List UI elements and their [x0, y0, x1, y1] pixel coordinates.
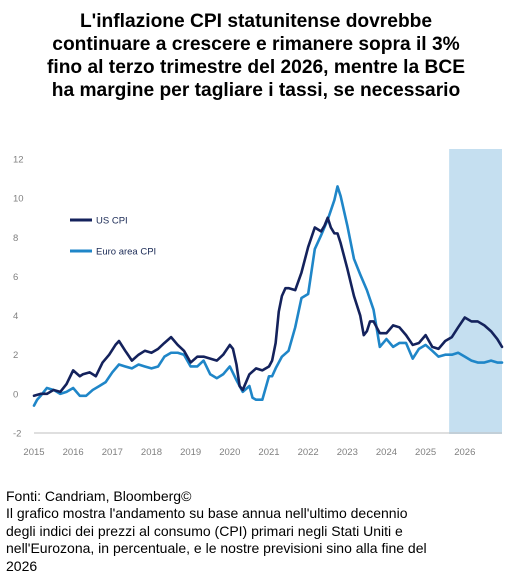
- source-note: Fonti: Candriam, Bloomberg©: [6, 488, 192, 504]
- series-line-euro-area-cpi: [32, 185, 504, 407]
- caption-line: nell'Eurozona, in percentuale, e le nost…: [6, 540, 427, 557]
- x-tick-label: 2026: [454, 447, 475, 458]
- y-tick-label: 2: [13, 350, 18, 361]
- series-line-us-cpi: [32, 216, 504, 398]
- cpi-line-chart: -2 0 2 4 6 8 10 12 2015 2016 2017 2018 2019 2020 2021 2…: [13, 149, 504, 458]
- title-line: L'inflazione CPI statunitense dovrebbe: [79, 11, 433, 32]
- y-tick-label: 0: [13, 389, 18, 400]
- legend-label: Euro area CPI: [96, 247, 156, 258]
- x-tick-label: 2015: [23, 447, 44, 458]
- x-tick-label: 2020: [219, 447, 240, 458]
- caption-line: degli indici dei prezzi al consumo (CPI)…: [6, 522, 403, 539]
- legend-label: US CPI: [96, 216, 128, 227]
- title-line: ha margine per tagliare i tassi, se nece…: [51, 80, 461, 101]
- x-tick-label: 2021: [258, 447, 279, 458]
- chart-title: L'inflazione CPI statunitense dovrebbe c…: [0, 10, 512, 102]
- x-tick-label: 2023: [337, 447, 358, 458]
- y-tick-label: 4: [13, 311, 18, 322]
- x-tick-label: 2016: [63, 447, 84, 458]
- y-tick-label: 12: [13, 155, 24, 166]
- x-tick-label: 2022: [298, 447, 319, 458]
- x-tick-label: 2025: [415, 447, 436, 458]
- x-tick-label: 2019: [180, 447, 201, 458]
- forecast-band: [449, 149, 502, 434]
- y-tick-label: 10: [13, 194, 24, 205]
- caption-line: Il grafico mostra l'andamento su base an…: [6, 505, 408, 522]
- chart-footer: Fonti: Candriam, Bloomberg© Il grafico m…: [6, 488, 506, 575]
- title-line: continuare a crescere e rimanere sopra i…: [52, 34, 460, 55]
- y-tick-label: -2: [13, 429, 21, 440]
- title-line: fino al terzo trimestre del 2026, mentre…: [46, 57, 465, 78]
- x-tick-label: 2017: [102, 447, 123, 458]
- y-tick-label: 6: [13, 272, 18, 283]
- y-tick-label: 8: [13, 233, 18, 244]
- x-tick-label: 2024: [376, 447, 397, 458]
- x-tick-label: 2018: [141, 447, 162, 458]
- caption-line: 2026: [6, 557, 38, 574]
